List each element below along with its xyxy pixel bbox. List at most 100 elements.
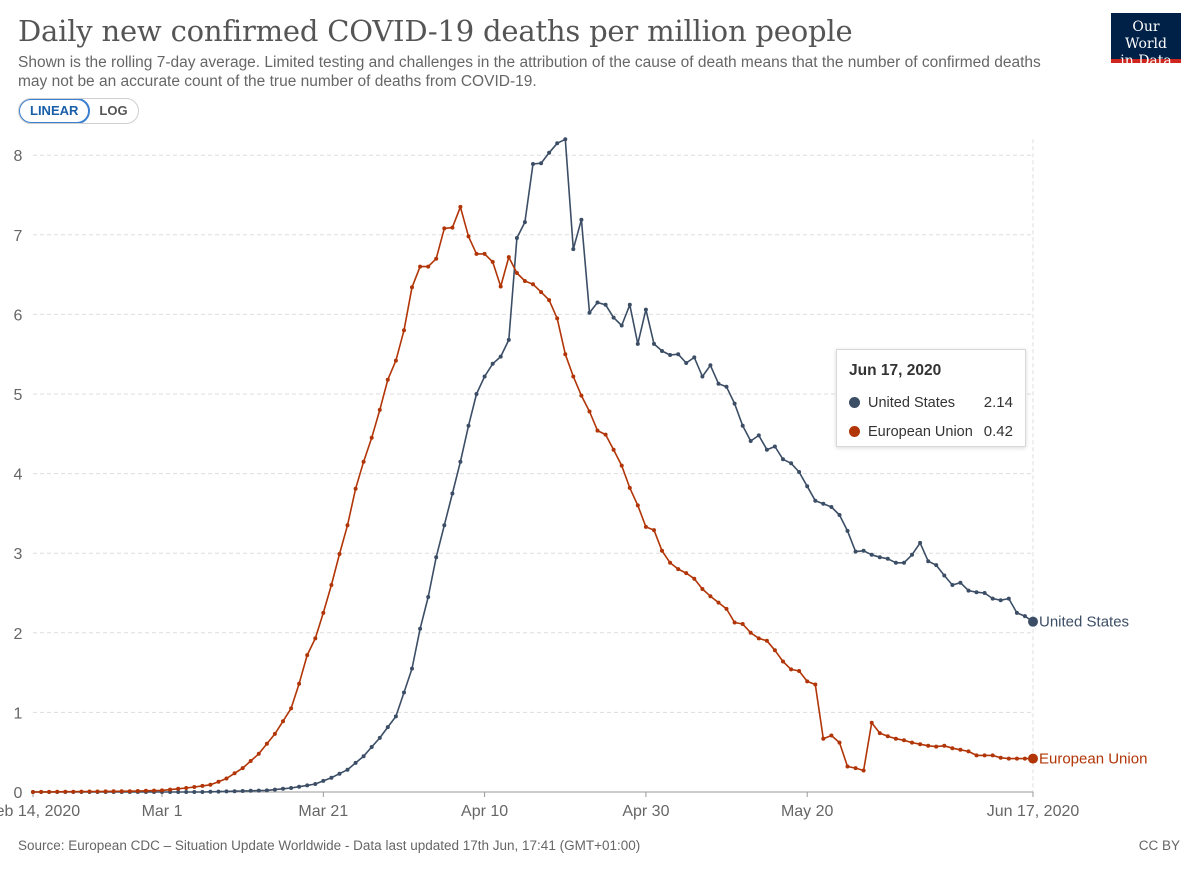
series-1-point-19: [184, 786, 189, 790]
series-1-point-97: [813, 682, 818, 687]
series-1-point-71: [603, 432, 608, 437]
y-tick-label-7: 7: [14, 228, 23, 245]
series-1-point-87: [732, 620, 737, 625]
series-1-point-54: [466, 234, 471, 239]
series-1-end-label: European Union: [1039, 751, 1147, 768]
series-1-point-35: [313, 636, 318, 641]
series-1-point-99: [829, 733, 834, 738]
series-1-point-23: [216, 779, 221, 784]
linear-scale-button[interactable]: LINEAR: [18, 99, 91, 123]
series-1-point-82: [692, 576, 697, 581]
series-1-point-10: [111, 789, 116, 794]
x-tick-label-3: Apr 10: [461, 803, 508, 820]
series-0-point-36: [321, 778, 326, 783]
series-0-point-74: [627, 302, 632, 307]
series-0-end-label: United States: [1039, 614, 1129, 631]
series-1-point-43: [377, 407, 382, 412]
series-1-point-13: [135, 789, 140, 793]
series-1-point-6: [79, 789, 84, 794]
series-1-point-31: [281, 719, 285, 724]
source-note[interactable]: Source: European CDC – Situation Update …: [18, 838, 641, 853]
series-0-point-60: [514, 236, 519, 240]
series-1-point-28: [256, 751, 261, 756]
series-0-point-61: [522, 220, 527, 225]
series-1-point-78: [660, 548, 664, 553]
series-1-point-30: [272, 731, 277, 736]
series-1-point-75: [635, 503, 640, 508]
series-0-point-54: [466, 423, 471, 428]
tooltip-eu-name: European Union: [868, 423, 973, 440]
series-0-point-92: [772, 444, 777, 449]
series-1-point-88: [740, 622, 745, 626]
series-1-point-68: [579, 393, 584, 398]
series-1-point-108: [902, 738, 906, 743]
series-1-point-55: [474, 251, 479, 256]
series-1-point-12: [127, 789, 132, 794]
series-0-point-39: [345, 767, 350, 772]
series-0-point-53: [458, 459, 463, 464]
owid-logo[interactable]: Our World in Data: [1111, 13, 1181, 69]
series-1-point-102: [853, 766, 858, 771]
series-1-point-76: [643, 524, 648, 529]
series-1-point-111: [926, 743, 931, 748]
scale-toggle: LINEAR LOG: [18, 98, 139, 124]
eu-color-dot-icon: [849, 426, 860, 437]
series-0-point-90: [756, 433, 761, 438]
x-tick-label-4: Apr 30: [622, 803, 669, 820]
license-note[interactable]: CC BY: [1138, 838, 1180, 853]
series-0-point-101: [845, 528, 850, 533]
series-1-point-18: [176, 786, 181, 791]
series-1-end-marker: [1028, 753, 1038, 764]
series-1-point-2: [47, 789, 52, 794]
series-1-point-114: [950, 746, 955, 751]
series-0-point-77: [652, 341, 656, 346]
series-1-point-60: [514, 271, 519, 275]
series-1-point-26: [240, 766, 245, 771]
series-1-point-39: [345, 523, 350, 528]
y-tick-label-1: 1: [14, 705, 23, 722]
series-1-point-117: [974, 753, 979, 758]
series-0-point-24: [224, 789, 229, 794]
series-0-point-51: [442, 523, 447, 528]
series-0-point-76: [643, 307, 648, 312]
series-0-point-46: [402, 690, 406, 695]
series-0-point-40: [353, 760, 358, 765]
series-1-point-122: [1014, 756, 1019, 761]
series-0-point-28: [256, 788, 261, 793]
series-1-point-36: [321, 610, 326, 615]
series-0-point-115: [958, 580, 963, 585]
series-1-point-118: [982, 753, 987, 758]
series-0-point-107: [893, 560, 898, 565]
series-0-point-41: [361, 754, 366, 759]
series-1-point-9: [103, 789, 108, 794]
series-0-point-20: [192, 790, 197, 794]
log-scale-button[interactable]: LOG: [99, 103, 128, 118]
series-0-point-42: [369, 745, 374, 749]
series-0-point-45: [393, 714, 398, 719]
series-0-point-49: [426, 595, 431, 599]
series-0-point-119: [990, 596, 995, 601]
logo-line-1: Our World: [1125, 19, 1167, 52]
series-1-point-8: [95, 789, 100, 794]
series-1-point-41: [361, 459, 366, 464]
series-1-point-110: [918, 742, 923, 747]
series-0-point-66: [563, 137, 568, 142]
series-1-point-62: [531, 282, 535, 287]
series-1-point-1: [39, 789, 44, 794]
series-1-point-3: [55, 789, 60, 794]
series-1-point-112: [934, 744, 939, 749]
series-1-point-32: [289, 706, 294, 711]
series-0-point-110: [918, 540, 923, 545]
series-0-point-50: [434, 555, 439, 560]
series-0-point-27: [248, 788, 253, 793]
series-1-point-16: [160, 788, 164, 793]
series-0-point-73: [619, 323, 624, 328]
series-0-point-113: [942, 573, 947, 578]
series-line-1: [32, 206, 1033, 793]
series-1-point-96: [805, 679, 810, 684]
series-0-point-87: [732, 401, 737, 406]
series-1-point-21: [200, 783, 205, 788]
tooltip-eu-value: 0.42: [983, 423, 1013, 440]
series-0-point-106: [885, 556, 890, 561]
